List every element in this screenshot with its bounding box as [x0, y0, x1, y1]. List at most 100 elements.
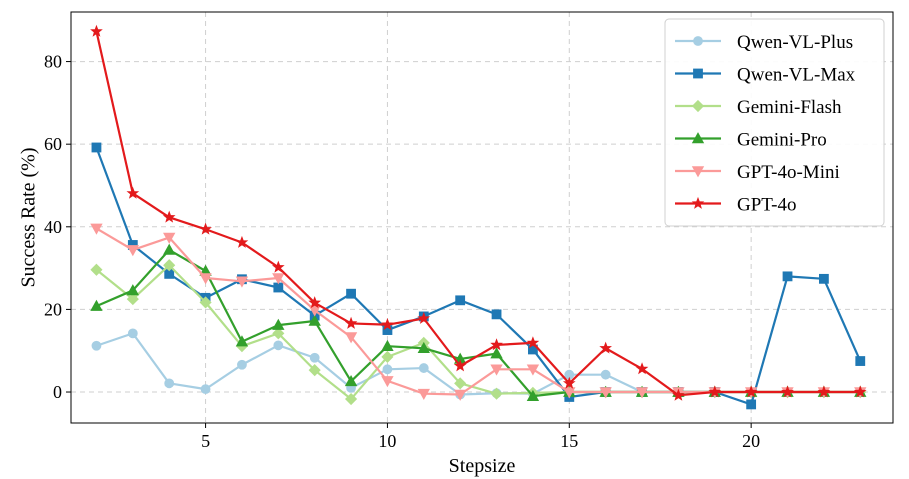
legend-label: Gemini-Flash	[737, 97, 842, 118]
series-gpt-4o-mini	[90, 223, 867, 401]
data-point-gpt-4o-mini	[563, 387, 576, 399]
data-point-gpt-4o-mini	[381, 376, 394, 388]
data-point-gpt-4o-mini	[453, 389, 467, 401]
data-point-gemini-flash	[454, 377, 467, 390]
data-point-gpt-4o	[381, 318, 394, 331]
data-point-gemini-pro	[417, 341, 430, 354]
data-point-gpt-4o	[562, 376, 576, 389]
data-point-qwen-vl-max	[746, 399, 757, 410]
y-tick-label: 0	[53, 382, 62, 402]
data-point-gemini-flash	[490, 387, 503, 400]
data-point-qwen-vl-max	[346, 288, 356, 299]
data-point-gpt-4o	[635, 362, 649, 375]
data-point-gemini-flash	[126, 293, 139, 306]
data-point-gpt-4o	[162, 210, 176, 223]
data-point-gpt-4o-mini	[599, 387, 612, 399]
data-point-gpt-4o-mini	[272, 273, 285, 285]
data-point-gemini-pro	[308, 314, 321, 326]
data-point-gemini-pro	[163, 243, 176, 255]
data-point-qwen-vl-plus	[418, 363, 429, 373]
legend: Qwen-VL-Plus Qwen-VL-Max Gemini-Flash Gemin…	[664, 18, 885, 227]
legend-label: Qwen-VL-Max	[737, 65, 856, 86]
axis-ticks: 5 10 15 20 0 20 40 60 80	[44, 52, 760, 451]
data-point-gemini-flash	[90, 263, 103, 276]
data-point-gpt-4o	[308, 296, 322, 309]
data-point-gpt-4o	[781, 385, 794, 398]
data-point-qwen-vl-plus	[127, 328, 138, 339]
y-tick-label: 60	[44, 134, 62, 154]
data-point-gpt-4o	[817, 385, 831, 398]
data-point-gemini-pro	[526, 389, 540, 401]
data-point-qwen-vl-plus	[600, 369, 611, 380]
data-point-qwen-vl-plus	[200, 384, 211, 395]
data-point-gpt-4o-mini	[417, 388, 430, 400]
legend-box	[664, 18, 885, 227]
data-point-gemini-pro	[381, 339, 394, 351]
series-line-gemini-flash	[95, 264, 861, 401]
legend-item-qwen-vl-plus: Qwen-VL-Plus	[675, 32, 853, 53]
data-point-gpt-4o-mini	[126, 245, 140, 257]
legend-item-qwen-vl-max: Qwen-VL-Max	[675, 65, 856, 86]
legend-label: GPT-4o-Mini	[737, 162, 840, 183]
data-point-gpt-4o	[417, 311, 431, 324]
data-point-qwen-vl-max	[782, 271, 793, 282]
data-point-gemini-pro	[90, 299, 103, 311]
data-point-gemini-flash	[163, 259, 176, 272]
data-point-gpt-4o-mini	[344, 332, 358, 344]
series-line-gemini-pro	[96, 248, 861, 398]
legend-item-gpt-4o: GPT-4o	[675, 195, 796, 216]
data-point-gpt-4o	[708, 385, 722, 398]
legend-label: GPT-4o	[737, 195, 796, 216]
data-point-gpt-4o-mini	[199, 273, 212, 285]
data-point-gemini-pro	[235, 335, 249, 347]
data-point-gemini-flash	[344, 392, 358, 406]
series-line-gpt-4o-mini	[95, 227, 861, 396]
y-tick-label: 20	[44, 299, 62, 319]
data-point-gemini-flash	[272, 327, 285, 340]
legend-item-gpt-4o-mini: GPT-4o-Mini	[675, 162, 840, 183]
data-point-gpt-4o	[272, 260, 285, 273]
data-point-qwen-vl-max	[855, 356, 866, 366]
data-point-gpt-4o-mini	[526, 364, 540, 376]
series-gemini-pro	[90, 243, 867, 401]
data-point-qwen-vl-plus	[91, 340, 102, 351]
legend-marker	[691, 99, 705, 113]
data-point-qwen-vl-max	[273, 282, 284, 293]
y-tick-label: 40	[44, 217, 62, 237]
data-point-gpt-4o	[453, 359, 467, 372]
data-point-gpt-4o	[344, 316, 358, 329]
legend-marker	[691, 132, 705, 144]
legend-item-gemini-flash: Gemini-Flash	[675, 97, 842, 118]
data-point-gpt-4o	[90, 24, 103, 37]
legend-label: Qwen-VL-Plus	[737, 32, 853, 53]
data-point-qwen-vl-plus	[309, 352, 320, 363]
data-point-gpt-4o-mini	[163, 232, 176, 244]
data-point-gpt-4o-mini	[235, 276, 249, 288]
data-point-qwen-vl-max	[818, 273, 829, 284]
data-point-gpt-4o	[490, 338, 503, 351]
x-tick-label: 15	[560, 431, 578, 451]
data-point-gemini-flash	[308, 364, 321, 377]
series-line-gpt-4o	[95, 31, 861, 397]
data-point-qwen-vl-max	[491, 309, 502, 320]
data-point-gemini-pro	[490, 347, 503, 359]
x-tick-label: 20	[742, 431, 760, 451]
series-line-qwen-vl-max	[95, 147, 862, 406]
legend-marker	[693, 36, 703, 46]
data-point-gemini-pro	[272, 318, 285, 330]
data-point-gpt-4o	[199, 222, 212, 235]
legend-marker	[693, 68, 703, 79]
legend-label: Gemini-Pro	[737, 130, 827, 151]
legend-marker	[691, 166, 705, 178]
y-axis-label: Success Rate (%)	[18, 148, 40, 288]
data-point-qwen-vl-max	[91, 142, 102, 153]
legend-marker	[691, 196, 705, 209]
x-tick-label: 10	[378, 431, 396, 451]
data-point-gpt-4o	[672, 388, 685, 401]
data-point-gpt-4o	[853, 385, 867, 398]
data-point-gemini-flash	[381, 350, 394, 363]
data-point-qwen-vl-plus	[237, 359, 247, 370]
data-point-gpt-4o-mini	[490, 364, 503, 376]
y-tick-label: 80	[44, 52, 62, 72]
